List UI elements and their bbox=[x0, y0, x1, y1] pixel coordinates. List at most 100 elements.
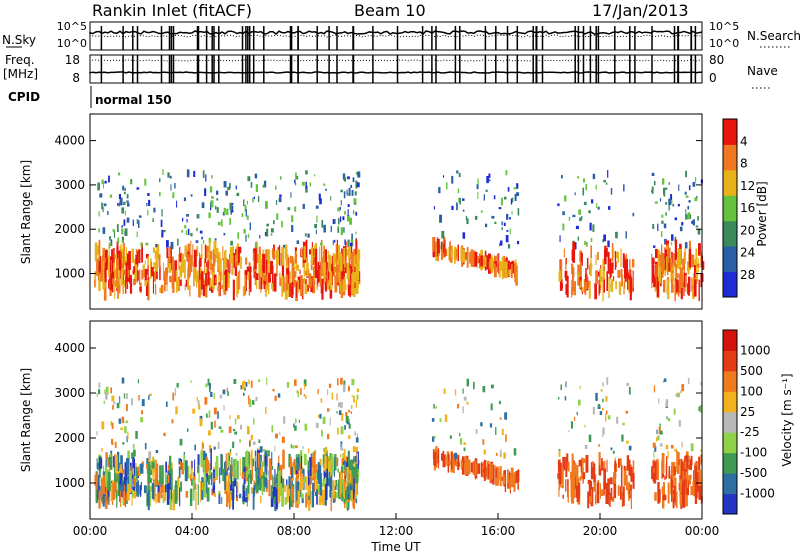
echo-mark bbox=[138, 220, 140, 228]
echo-mark bbox=[108, 243, 111, 249]
echo-mark bbox=[265, 275, 267, 281]
echo-mark bbox=[464, 455, 467, 476]
echo-mark bbox=[208, 468, 211, 474]
echo-mark bbox=[222, 274, 226, 291]
echo-mark bbox=[128, 251, 131, 270]
echo-mark bbox=[209, 475, 211, 480]
echo-mark bbox=[457, 188, 460, 194]
echo-mark bbox=[664, 475, 666, 481]
echo-mark bbox=[154, 480, 158, 485]
echo-mark bbox=[177, 482, 179, 501]
echo-mark bbox=[300, 246, 303, 257]
echo-mark bbox=[509, 471, 510, 479]
echo-mark bbox=[663, 223, 667, 229]
echo-mark bbox=[262, 266, 266, 273]
echo-mark bbox=[485, 189, 488, 192]
echo-mark bbox=[194, 484, 197, 491]
echo-mark bbox=[226, 387, 228, 392]
echo-mark bbox=[118, 202, 120, 207]
echo-mark bbox=[117, 252, 120, 269]
echo-mark bbox=[147, 489, 150, 511]
echo-mark bbox=[320, 242, 323, 246]
echo-mark bbox=[341, 248, 343, 254]
echo-mark bbox=[208, 239, 211, 261]
echo-mark bbox=[179, 438, 183, 446]
echo-mark bbox=[306, 284, 309, 292]
echo-mark bbox=[508, 269, 511, 277]
echo-mark bbox=[695, 281, 697, 290]
echo-mark bbox=[621, 434, 624, 442]
beam-title: Beam 10 bbox=[354, 1, 426, 20]
echo-mark bbox=[97, 462, 99, 470]
echo-mark bbox=[657, 435, 660, 441]
echo-mark bbox=[328, 468, 330, 486]
echo-mark bbox=[272, 389, 275, 392]
echo-mark bbox=[573, 267, 575, 278]
echo-mark bbox=[284, 282, 288, 300]
echo-mark bbox=[172, 392, 175, 401]
echo-mark bbox=[324, 268, 327, 291]
echo-mark bbox=[353, 248, 356, 260]
echo-mark bbox=[136, 231, 138, 238]
echo-mark bbox=[212, 271, 215, 290]
echo-mark bbox=[235, 494, 239, 502]
echo-mark bbox=[664, 249, 668, 270]
echo-mark bbox=[337, 218, 340, 225]
echo-mark bbox=[239, 458, 241, 477]
echo-mark bbox=[340, 377, 343, 385]
echo-mark bbox=[230, 465, 232, 479]
echo-mark bbox=[229, 449, 232, 453]
echo-mark bbox=[679, 494, 682, 506]
echo-mark bbox=[104, 249, 108, 270]
echo-mark bbox=[203, 460, 206, 476]
echo-mark bbox=[323, 224, 326, 233]
echo-mark bbox=[179, 246, 181, 262]
echo-mark bbox=[439, 214, 442, 223]
echo-mark bbox=[493, 195, 496, 200]
echo-mark bbox=[141, 269, 144, 280]
echo-mark bbox=[216, 198, 219, 201]
echo-mark bbox=[470, 462, 473, 473]
echo-mark bbox=[116, 224, 119, 232]
echo-mark bbox=[480, 422, 483, 427]
colorbar-tick-label: 20 bbox=[740, 223, 755, 237]
echo-mark bbox=[223, 257, 225, 277]
echo-mark bbox=[653, 450, 655, 458]
date-title: 17/Jan/2013 bbox=[592, 1, 689, 20]
echo-mark bbox=[351, 233, 353, 241]
echo-mark bbox=[94, 474, 97, 486]
echo-mark bbox=[571, 287, 574, 296]
echo-mark bbox=[219, 259, 222, 273]
echo-mark bbox=[435, 406, 438, 409]
echo-mark bbox=[698, 485, 702, 500]
echo-mark bbox=[126, 458, 130, 475]
echo-mark bbox=[316, 284, 318, 291]
echo-mark bbox=[183, 197, 186, 202]
echo-mark bbox=[211, 175, 213, 179]
echo-mark bbox=[571, 249, 573, 261]
echo-mark bbox=[681, 222, 684, 226]
echo-mark bbox=[263, 454, 265, 465]
echo-mark bbox=[678, 420, 681, 427]
echo-mark bbox=[122, 484, 125, 500]
echo-mark bbox=[352, 210, 355, 215]
echo-mark bbox=[166, 247, 169, 258]
echo-mark bbox=[505, 170, 508, 176]
echo-mark bbox=[281, 247, 285, 266]
echo-mark bbox=[667, 418, 671, 422]
echo-mark bbox=[196, 245, 199, 257]
echo-mark bbox=[304, 283, 308, 295]
echo-mark bbox=[169, 473, 171, 490]
echo-mark bbox=[482, 439, 485, 445]
echo-mark bbox=[132, 468, 134, 475]
echo-mark bbox=[207, 460, 210, 471]
echo-mark bbox=[98, 254, 100, 270]
echo-mark bbox=[340, 489, 342, 498]
echo-mark bbox=[291, 445, 295, 449]
echo-mark bbox=[154, 284, 157, 295]
echo-mark bbox=[105, 452, 108, 460]
echo-mark bbox=[317, 388, 319, 395]
echo-mark bbox=[355, 437, 359, 443]
echo-mark bbox=[514, 193, 517, 201]
echo-mark bbox=[330, 196, 332, 201]
